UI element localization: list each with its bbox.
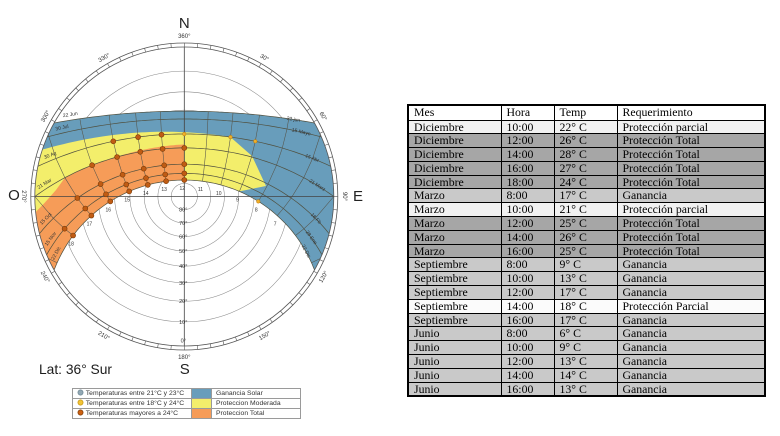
svg-text:20°: 20° <box>179 299 187 305</box>
svg-text:70°: 70° <box>179 221 187 227</box>
svg-text:17: 17 <box>87 222 93 228</box>
svg-text:40°: 40° <box>179 264 187 270</box>
svg-text:14: 14 <box>143 191 149 197</box>
svg-text:270°: 270° <box>20 190 26 203</box>
svg-text:30°: 30° <box>259 53 270 63</box>
svg-text:15: 15 <box>124 197 130 203</box>
svg-text:30 Ag: 30 Ag <box>43 150 57 160</box>
svg-text:10: 10 <box>216 191 222 197</box>
svg-text:16: 16 <box>106 207 112 213</box>
svg-text:9: 9 <box>236 197 239 203</box>
svg-text:50°: 50° <box>179 249 187 255</box>
svg-text:80°: 80° <box>179 208 187 214</box>
svg-text:10°: 10° <box>179 320 187 326</box>
svg-text:30°: 30° <box>179 281 187 287</box>
svg-text:90°: 90° <box>341 192 347 202</box>
svg-text:13: 13 <box>161 187 167 193</box>
svg-text:210°: 210° <box>97 331 111 343</box>
svg-text:300°: 300° <box>40 109 52 123</box>
svg-text:60°: 60° <box>318 111 328 122</box>
svg-text:N: N <box>179 15 190 32</box>
svg-text:15 Abr: 15 Abr <box>304 153 320 164</box>
svg-text:360°: 360° <box>178 34 191 40</box>
svg-text:15 Mayo: 15 Mayo <box>291 127 311 137</box>
svg-text:330°: 330° <box>98 52 112 64</box>
svg-text:0°: 0° <box>181 339 186 345</box>
svg-text:150°: 150° <box>258 330 272 342</box>
svg-text:S: S <box>180 361 190 378</box>
svg-text:O: O <box>8 187 20 204</box>
svg-text:30 Jul: 30 Jul <box>55 124 69 133</box>
svg-text:11: 11 <box>198 187 203 193</box>
svg-text:7: 7 <box>274 222 277 228</box>
svg-text:180°: 180° <box>178 355 191 361</box>
svg-text:120°: 120° <box>318 270 330 284</box>
svg-text:18: 18 <box>68 242 74 248</box>
svg-text:240°: 240° <box>39 270 51 284</box>
svg-text:E: E <box>353 188 363 205</box>
svg-text:22 jun: 22 jun <box>286 116 301 124</box>
svg-text:12: 12 <box>180 186 186 192</box>
svg-text:60°: 60° <box>179 235 187 241</box>
svg-text:8: 8 <box>255 207 258 213</box>
svg-text:22 Jun: 22 Jun <box>62 111 78 119</box>
